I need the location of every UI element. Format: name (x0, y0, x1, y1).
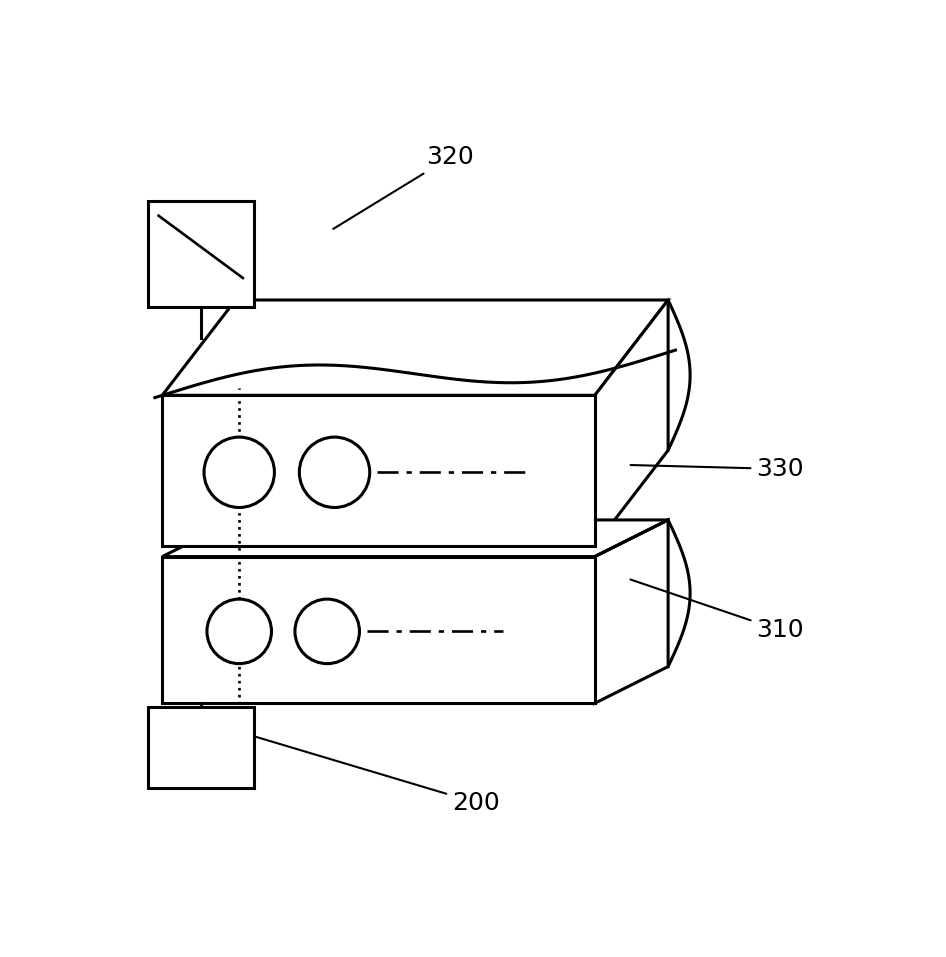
Polygon shape (595, 520, 668, 703)
Text: 310: 310 (630, 580, 804, 642)
Polygon shape (163, 520, 668, 557)
Text: 320: 320 (333, 145, 474, 229)
Circle shape (299, 437, 370, 507)
Polygon shape (148, 201, 254, 307)
Polygon shape (163, 395, 595, 545)
Circle shape (295, 599, 359, 663)
Polygon shape (595, 300, 668, 545)
Circle shape (204, 437, 274, 507)
Polygon shape (163, 557, 595, 703)
Polygon shape (148, 707, 254, 788)
Polygon shape (163, 300, 668, 395)
Text: 200: 200 (256, 737, 499, 814)
Text: 330: 330 (631, 456, 804, 481)
Circle shape (207, 599, 272, 663)
